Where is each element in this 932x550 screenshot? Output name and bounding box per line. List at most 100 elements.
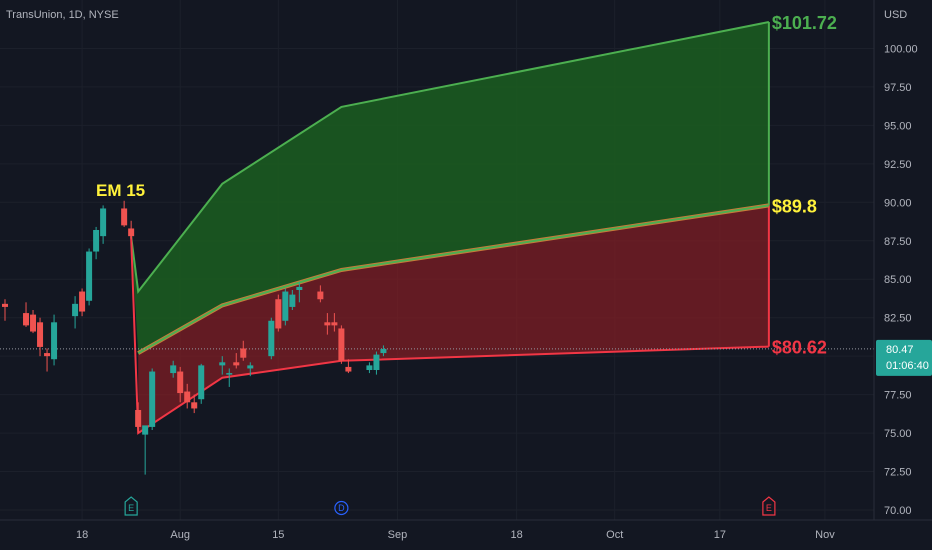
candle-body xyxy=(282,291,289,321)
price-tick-label: 70.00 xyxy=(884,505,912,517)
candle-body xyxy=(240,348,247,358)
time-axis[interactable] xyxy=(0,520,874,550)
candle[interactable] xyxy=(170,360,177,378)
candle-body xyxy=(366,365,373,370)
candle[interactable] xyxy=(317,285,324,303)
candle[interactable] xyxy=(198,363,205,404)
candle[interactable] xyxy=(191,394,198,414)
candle[interactable] xyxy=(296,282,303,303)
price-tick-label: 90.00 xyxy=(884,197,912,209)
time-tick-label: Nov xyxy=(815,529,835,541)
candle[interactable] xyxy=(86,248,93,306)
candle[interactable] xyxy=(289,290,296,310)
candle[interactable] xyxy=(233,353,240,369)
candle[interactable] xyxy=(247,362,254,377)
candle[interactable] xyxy=(142,425,149,475)
candle-body xyxy=(184,391,191,403)
candle[interactable] xyxy=(275,294,282,332)
candle-body xyxy=(338,328,345,361)
lower-band-line xyxy=(130,236,769,435)
candle-body xyxy=(135,410,142,427)
candle[interactable] xyxy=(2,299,8,321)
last-price-value: 80.47 xyxy=(886,344,914,356)
candle-body xyxy=(373,354,380,370)
candle[interactable] xyxy=(135,402,142,434)
event-marker[interactable]: D xyxy=(334,500,349,516)
lower-band-area xyxy=(138,205,769,434)
candle-body xyxy=(345,366,352,372)
candle[interactable] xyxy=(72,296,79,329)
price-axis[interactable] xyxy=(874,0,932,520)
candle[interactable] xyxy=(373,351,380,375)
candle[interactable] xyxy=(240,340,247,361)
last-price-box xyxy=(876,339,932,376)
time-tick-label: Aug xyxy=(170,529,190,541)
currency-label: USD xyxy=(884,9,907,21)
candle-body xyxy=(247,365,254,369)
candle[interactable] xyxy=(51,314,58,366)
candle-body xyxy=(37,322,44,347)
candle[interactable] xyxy=(380,345,387,357)
candle-body xyxy=(268,320,275,357)
price-tick-label: 77.50 xyxy=(884,390,912,402)
earnings-badge xyxy=(762,496,776,516)
expected-move-bands xyxy=(130,21,770,435)
candle[interactable] xyxy=(30,310,37,334)
candle-body xyxy=(331,322,338,326)
price-tick-label: 100.00 xyxy=(884,43,918,55)
candle[interactable] xyxy=(93,226,100,260)
candle-body xyxy=(219,362,226,366)
candle[interactable] xyxy=(149,368,156,430)
upper-band-line xyxy=(130,21,770,295)
candle-body xyxy=(93,230,100,252)
candle[interactable] xyxy=(100,205,107,244)
candle[interactable] xyxy=(226,368,233,387)
candle[interactable] xyxy=(128,220,135,240)
candle-body xyxy=(296,286,303,290)
level-label: $101.72 xyxy=(772,13,837,33)
candle-body xyxy=(170,365,177,374)
candle-body xyxy=(51,322,58,360)
candle-body xyxy=(72,303,79,317)
candle-body xyxy=(191,402,198,409)
candle[interactable] xyxy=(338,325,345,364)
candle[interactable] xyxy=(331,313,338,332)
candle[interactable] xyxy=(79,288,86,317)
level-labels: $101.72 $89.8 $80.62 xyxy=(772,13,837,358)
candle-body xyxy=(100,208,107,237)
event-marker[interactable]: E xyxy=(762,496,776,516)
time-axis-ticks: 18 Aug 15 Sep 18 Oct 17 Nov xyxy=(76,529,835,541)
event-marker[interactable]: E xyxy=(124,496,138,516)
level-label: $80.62 xyxy=(772,338,827,358)
candle[interactable] xyxy=(345,359,352,374)
candle-body xyxy=(30,314,37,332)
candle[interactable] xyxy=(282,288,289,326)
price-tick-label: 82.50 xyxy=(884,313,912,325)
candle-body xyxy=(128,228,135,237)
earnings-badge xyxy=(124,496,138,516)
candle[interactable] xyxy=(23,302,30,327)
candle[interactable] xyxy=(366,362,373,374)
price-tick-label: 75.00 xyxy=(884,428,912,440)
candle[interactable] xyxy=(37,317,44,357)
event-letter: E xyxy=(128,503,134,513)
candle[interactable] xyxy=(44,348,51,372)
candlesticks[interactable] xyxy=(2,200,387,475)
price-tick-label: 85.00 xyxy=(884,274,912,286)
price-tick-label: 97.50 xyxy=(884,82,912,94)
symbol-title: TransUnion, 1D, NYSE xyxy=(6,9,119,21)
candle-body xyxy=(289,294,296,307)
candle[interactable] xyxy=(219,356,226,375)
candle-body xyxy=(121,208,128,226)
candle[interactable] xyxy=(324,313,331,335)
price-tick-label: 72.50 xyxy=(884,467,912,479)
candle[interactable] xyxy=(268,317,275,360)
candle-body xyxy=(149,371,156,427)
candle-body xyxy=(142,425,149,435)
candle-body xyxy=(23,313,30,326)
candle[interactable] xyxy=(177,366,184,403)
candle[interactable] xyxy=(121,200,128,227)
candle[interactable] xyxy=(184,383,191,409)
